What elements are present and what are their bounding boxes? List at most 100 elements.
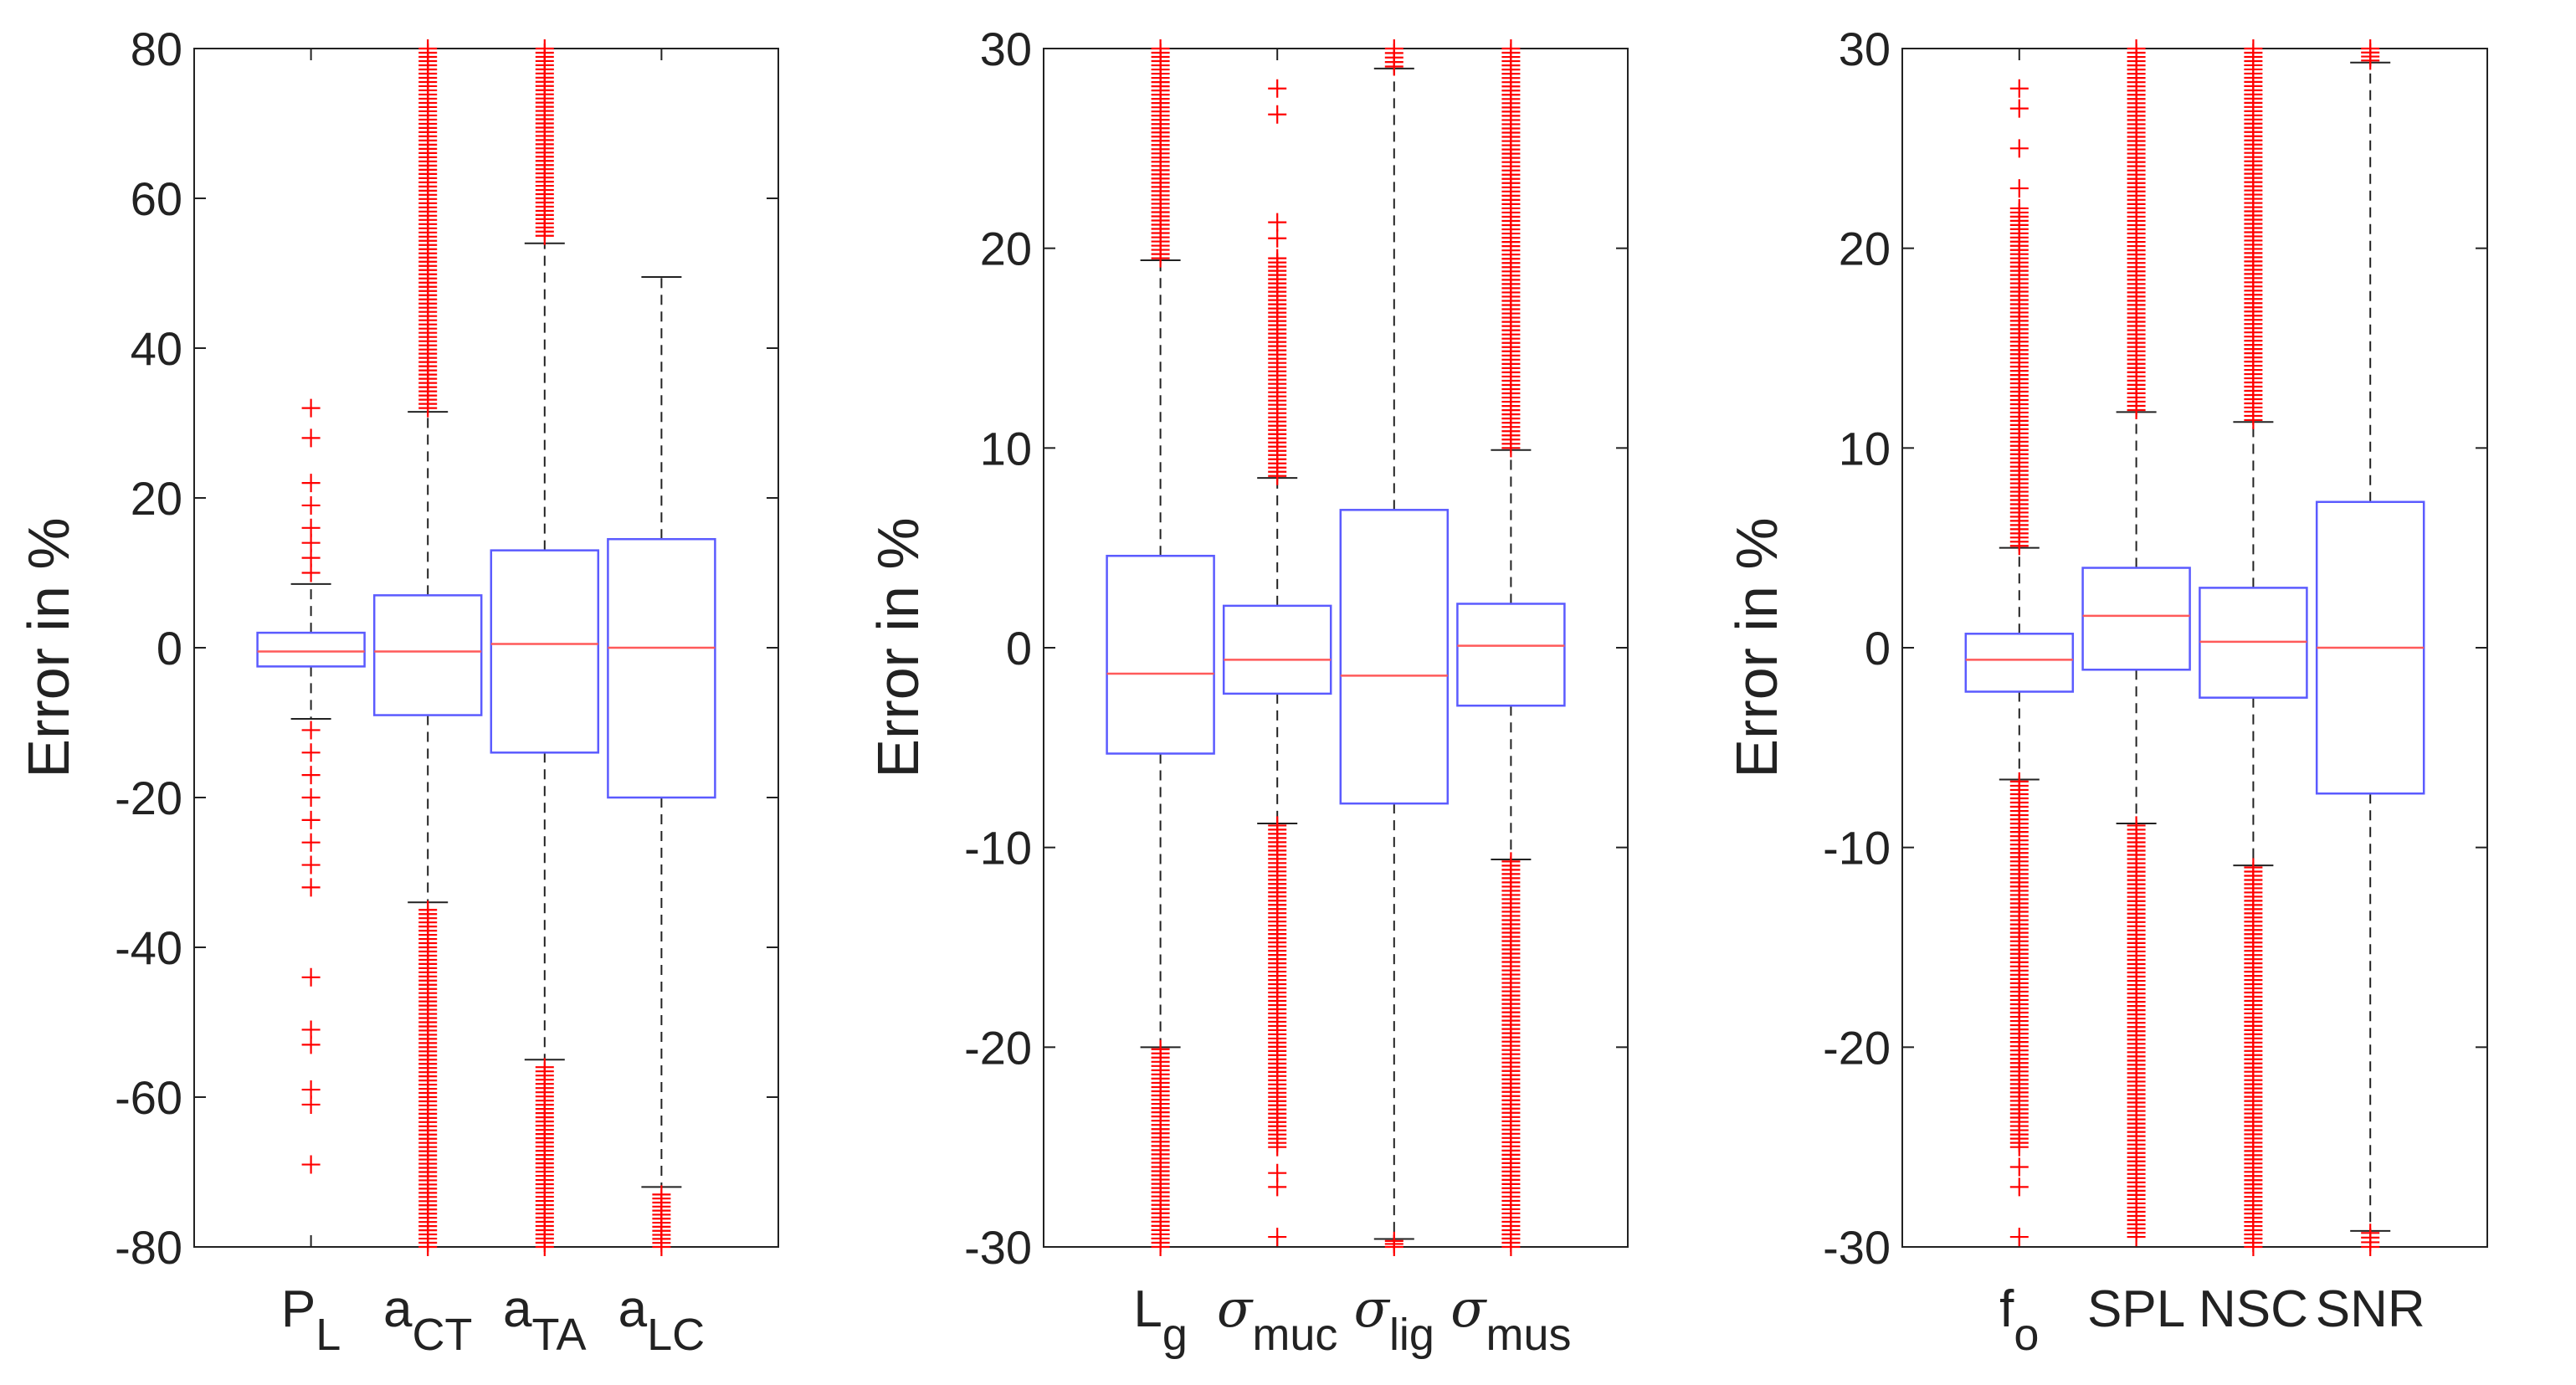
category-subscript: LC: [647, 1310, 705, 1360]
outlier-marker: [2009, 536, 2029, 556]
outlier-marker: [2009, 79, 2029, 98]
category-subscript: mus: [1486, 1310, 1572, 1360]
outlier-marker: [2361, 51, 2380, 70]
x-category-label: σlig: [1354, 1278, 1434, 1360]
category-base: a: [618, 1280, 648, 1338]
outlier-marker: [2244, 410, 2263, 429]
box-3: [1339, 39, 1450, 1256]
x-category-label: σmuc: [1217, 1278, 1337, 1360]
category-subscript: TA: [532, 1310, 587, 1360]
y-tick-label: 0: [1006, 622, 1032, 675]
y-tick-label: 80: [131, 23, 182, 75]
category-subscript: o: [2014, 1310, 2039, 1360]
category-base: σ: [1450, 1278, 1487, 1339]
x-category-label: fo: [1999, 1280, 2039, 1360]
y-tick-label: 30: [1839, 23, 1891, 75]
category-subscript: L: [316, 1310, 341, 1360]
outlier-marker: [1151, 1238, 1170, 1256]
outlier-marker: [301, 1155, 321, 1174]
outlier-marker: [2009, 1228, 2029, 1247]
box-1: [1964, 79, 2075, 1247]
iqr-box: [1339, 509, 1450, 805]
iqr-box: [1222, 604, 1332, 695]
box-4: [1456, 39, 1566, 1256]
outlier-marker: [2244, 1238, 2263, 1256]
outlier-marker: [301, 721, 321, 740]
y-tick-label: -10: [1823, 822, 1891, 875]
iqr-box: [1964, 633, 2075, 693]
x-category-label: SPL: [2087, 1280, 2185, 1338]
outlier-marker: [301, 967, 321, 987]
outlier-marker: [2127, 1228, 2146, 1247]
boxplot-panel-3: 30 20 10 0 -10 -20 -30 Error in % fo SPL NSC SNR: [1724, 23, 2488, 1360]
outlier-marker: [1151, 249, 1170, 268]
y-tick-label: -30: [1823, 1221, 1891, 1274]
outlier-marker: [1268, 228, 1287, 248]
x-category-label: NSC: [2199, 1280, 2308, 1338]
iqr-box: [1456, 603, 1566, 707]
x-category-label: Lg: [1133, 1280, 1188, 1360]
outlier-marker: [2009, 179, 2029, 198]
outlier-marker: [2009, 1157, 2029, 1177]
outlier-marker: [535, 226, 554, 245]
y-tick-label: 10: [980, 422, 1032, 474]
category-base: f: [1999, 1280, 2014, 1338]
outlier-marker: [301, 810, 321, 829]
y-tick-label: 20: [131, 472, 182, 525]
y-tick-label: -20: [1823, 1021, 1891, 1074]
y-tick-label: -30: [964, 1221, 1032, 1274]
y-axis-label: Error in %: [865, 517, 931, 777]
outlier-marker: [1268, 213, 1287, 232]
y-tick-label: 60: [131, 172, 182, 225]
outlier-marker: [1501, 439, 1521, 458]
iqr-box: [490, 549, 600, 754]
category-subscript: muc: [1252, 1310, 1337, 1360]
y-tick-label: -80: [115, 1221, 182, 1274]
box-3: [2199, 39, 2308, 1256]
y-tick-label: 0: [1865, 622, 1891, 675]
outlier-marker: [301, 398, 321, 418]
category-base: a: [383, 1280, 413, 1338]
y-tick-label: 30: [980, 23, 1032, 75]
category-subscript: lig: [1389, 1310, 1434, 1360]
y-tick-label: -40: [115, 921, 182, 974]
outlier-marker: [301, 563, 321, 582]
outlier-marker: [1268, 466, 1287, 485]
y-tick-label: 20: [980, 223, 1032, 275]
y-tick-label: 40: [131, 322, 182, 375]
x-category-label: aLC: [618, 1280, 706, 1360]
box-2: [1222, 79, 1332, 1247]
y-tick-label: -20: [115, 772, 182, 824]
outlier-marker: [1384, 57, 1403, 76]
outlier-marker: [1501, 1238, 1521, 1256]
y-axis-label: Error in %: [16, 517, 81, 777]
box-1: [1106, 39, 1215, 1256]
y-tick-label: -20: [964, 1021, 1032, 1074]
outlier-marker: [418, 398, 438, 418]
outlier-marker: [1268, 79, 1287, 98]
category-base: SNR: [2316, 1280, 2425, 1338]
y-tick-label: 20: [1839, 223, 1891, 275]
box-2: [372, 39, 483, 1256]
y-tick-label: -60: [115, 1071, 182, 1124]
outlier-marker: [2009, 1137, 2029, 1157]
x-category-label: σmus: [1450, 1278, 1571, 1360]
y-axis-label: Error in %: [1724, 517, 1789, 777]
iqr-box: [607, 537, 716, 799]
outlier-marker: [301, 788, 321, 807]
box-2: [2081, 39, 2191, 1247]
outlier-marker: [535, 1238, 554, 1256]
box-4: [2315, 39, 2425, 1256]
box-1: [256, 398, 366, 1174]
box-3: [490, 39, 600, 1256]
x-category-label: SNR: [2316, 1280, 2425, 1338]
y-tick-label: -10: [964, 822, 1032, 875]
category-base: SPL: [2087, 1280, 2185, 1338]
outlier-marker: [652, 1238, 671, 1256]
outlier-marker: [1268, 1228, 1287, 1247]
outlier-marker: [301, 1095, 321, 1114]
iqr-box: [256, 631, 366, 668]
outlier-marker: [301, 428, 321, 448]
x-category-label: PL: [281, 1280, 341, 1360]
